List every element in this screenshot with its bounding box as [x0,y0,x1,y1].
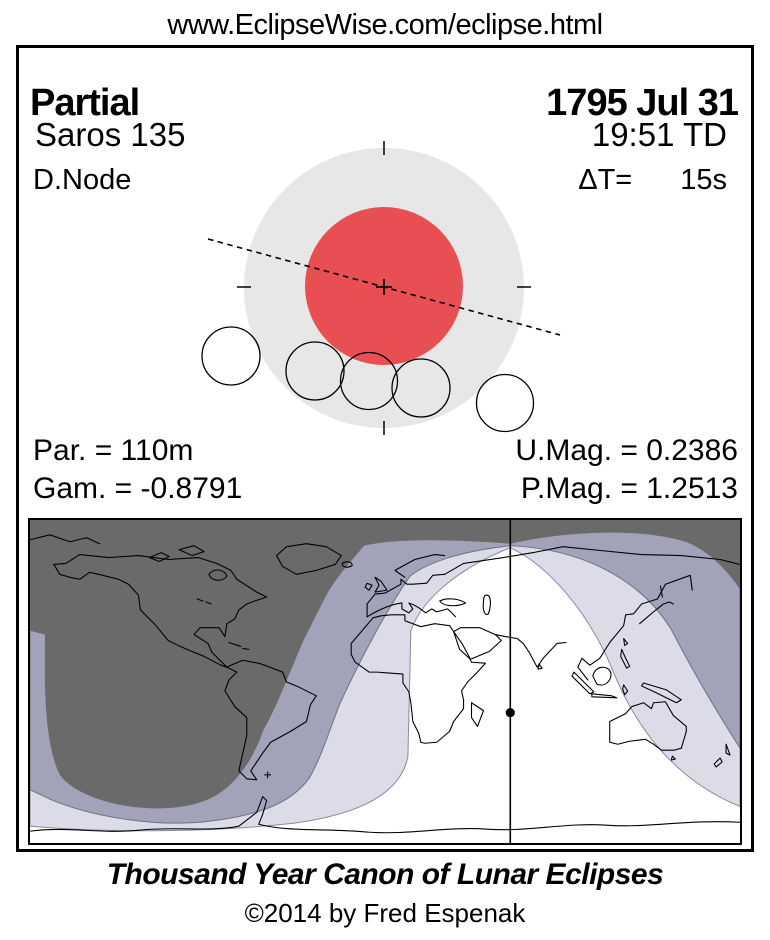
cardinal-tick-marks [237,141,531,435]
eclipse-date: 1795 Jul 31 [546,82,739,124]
footer: Thousand Year Canon of Lunar Eclipses ©2… [0,858,770,929]
saros-series: Saros 135 [35,116,186,153]
site-url[interactable]: www.EclipseWise.com/eclipse.html [167,9,603,41]
moon-position-2 [285,341,345,401]
node-type: D.Node [33,164,132,196]
stat-umbral-magnitude: U.Mag. = 0.2386 [515,434,738,467]
stat-penumbral-magnitude: P.Mag. = 1.2513 [520,472,738,505]
coastlines [30,534,740,834]
map-region-not-visible-right [510,520,740,590]
delta-t-value: 15s [680,164,727,196]
map-region-not-visible-left [30,520,511,809]
moon-position-4 [391,358,451,418]
delta-t-row: ΔT= 15s [578,166,727,195]
eclipse-card: Partial 1795 Jul 31 Saros 135 19:51 TD D… [16,45,754,852]
greatest-eclipse-time: 19:51 TD [591,116,727,153]
footer-title: Thousand Year Canon of Lunar Eclipses [106,858,664,891]
moon-position-5 [475,373,535,433]
map-band-partial-right [509,520,740,750]
visibility-map [30,520,740,843]
stat-partial-duration: Par. = 110m [33,434,194,467]
stat-gamma: Gam. = -0.8791 [33,472,243,505]
delta-t-label: ΔT= [578,164,633,196]
moon-position-1 [201,326,261,386]
shadow-diagram [201,141,561,435]
eclipse-type: Partial [30,82,140,124]
visibility-map-frame [28,518,742,845]
footer-copyright: ©2014 by Fred Espenak [244,898,526,928]
sublunar-point-dot [505,708,515,718]
moon-position-3 [339,351,399,411]
shadow-center-cross [376,279,392,295]
